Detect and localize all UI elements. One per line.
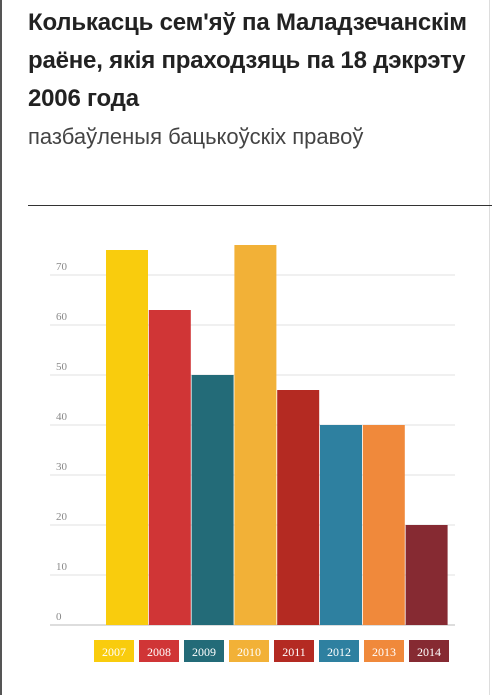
y-tick-label-10: 10 <box>56 561 68 573</box>
bar-2014 <box>405 525 448 625</box>
y-tick-label-20: 20 <box>56 511 68 523</box>
legend-label-2012: 2012 <box>327 645 351 659</box>
legend-swatch-2007 <box>94 640 134 662</box>
header: Колькасць сем'яў па Маладзечанскім раёне… <box>28 4 478 154</box>
legend-label-2010: 2010 <box>237 645 261 659</box>
right-border <box>489 0 490 695</box>
legend-swatch-2011 <box>274 640 314 662</box>
legend-label-2014: 2014 <box>417 645 441 659</box>
chart-title: Колькасць сем'яў па Маладзечанскім раёне… <box>28 9 467 112</box>
legend-swatch-2013 <box>364 640 404 662</box>
chart-subtitle: пазбаўленыя бацькоўскіх правоў <box>28 124 364 149</box>
bar-2008 <box>148 310 191 625</box>
bar-2012 <box>320 425 362 625</box>
legend-label-2013: 2013 <box>372 645 396 659</box>
y-tick-label-50: 50 <box>56 361 68 373</box>
bar-2011 <box>277 390 320 625</box>
bar-2013 <box>362 425 405 625</box>
legend-swatch-2010 <box>229 640 269 662</box>
legend-swatch-2009 <box>184 640 224 662</box>
y-tick-label-70: 70 <box>56 261 68 273</box>
y-tick-label-30: 30 <box>56 461 68 473</box>
left-border <box>0 0 2 695</box>
title-divider <box>28 205 492 206</box>
legend-swatch-2008 <box>139 640 179 662</box>
y-tick-label-0: 0 <box>56 611 62 623</box>
bar-2010 <box>234 245 277 625</box>
legend-label-2011: 2011 <box>282 645 306 659</box>
legend-label-2008: 2008 <box>147 645 171 659</box>
legend-swatch-2014 <box>409 640 449 662</box>
legend-swatch-2012 <box>319 640 359 662</box>
y-tick-label-60: 60 <box>56 311 68 323</box>
bar-2009 <box>191 375 234 625</box>
legend-label-2007: 2007 <box>102 645 126 659</box>
legend-label-2009: 2009 <box>192 645 216 659</box>
y-tick-label-40: 40 <box>56 411 68 423</box>
bar-2007 <box>106 250 148 625</box>
